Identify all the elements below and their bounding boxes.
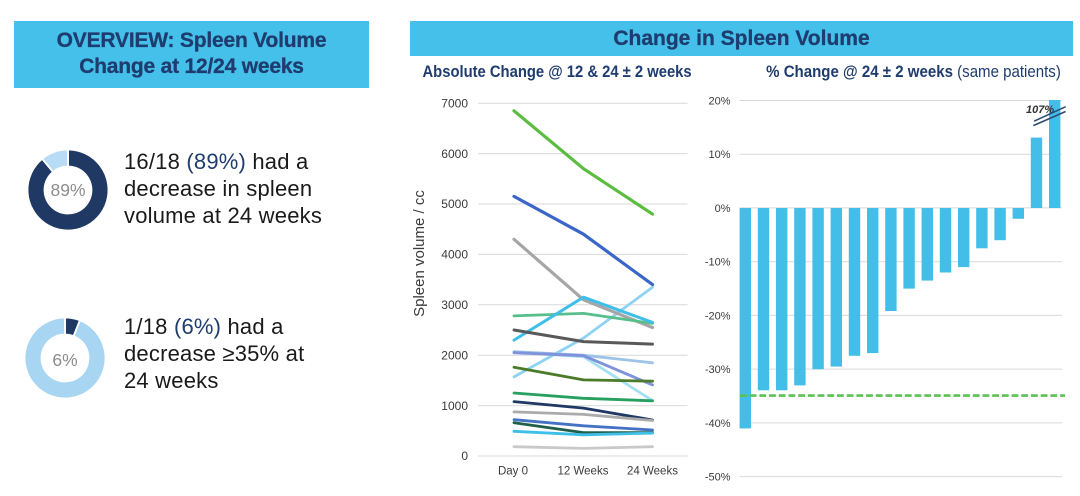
svg-text:6%: 6% [52, 350, 77, 370]
svg-text:7000: 7000 [441, 96, 468, 110]
svg-text:2000: 2000 [441, 348, 468, 362]
svg-text:4000: 4000 [441, 248, 468, 262]
svg-text:107%: 107% [1026, 104, 1054, 116]
svg-text:1000: 1000 [441, 399, 468, 413]
svg-text:24 Weeks: 24 Weeks [627, 466, 678, 478]
svg-text:12 Weeks: 12 Weeks [558, 466, 609, 478]
svg-text:-30%: -30% [705, 364, 731, 376]
svg-text:-20%: -20% [705, 310, 731, 322]
svg-text:10%: 10% [708, 149, 730, 161]
svg-text:-10%: -10% [705, 257, 731, 269]
svg-text:0: 0 [461, 449, 468, 463]
svg-text:Spleen volume / cc: Spleen volume / cc [411, 190, 428, 317]
svg-text:3000: 3000 [441, 298, 468, 312]
svg-text:-50%: -50% [705, 472, 731, 484]
svg-text:89%: 89% [50, 180, 85, 200]
svg-text:0%: 0% [715, 203, 731, 215]
svg-text:5000: 5000 [441, 197, 468, 211]
svg-text:-40%: -40% [705, 418, 731, 430]
svg-text:20%: 20% [708, 95, 730, 107]
svg-text:Day 0: Day 0 [498, 466, 528, 478]
svg-text:6000: 6000 [441, 147, 468, 161]
